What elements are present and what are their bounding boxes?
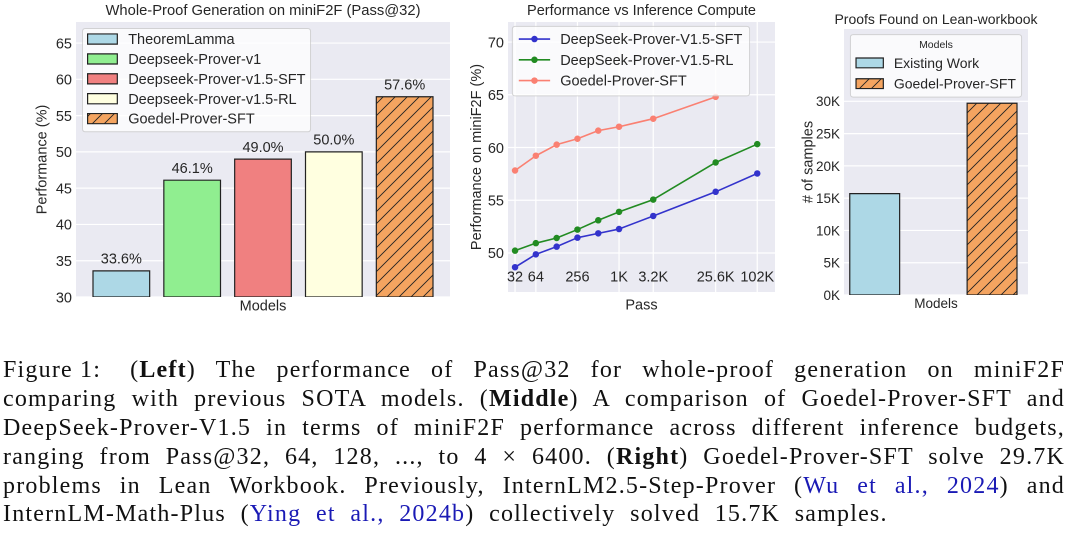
svg-text:20K: 20K xyxy=(816,159,840,174)
svg-text:55: 55 xyxy=(56,109,72,125)
svg-text:DeepSeek-Prover-V1.5-SFT: DeepSeek-Prover-V1.5-SFT xyxy=(560,32,742,48)
svg-text:64: 64 xyxy=(528,270,544,286)
svg-text:55: 55 xyxy=(488,193,504,209)
svg-text:Deepseek-Prover-v1.5-RL: Deepseek-Prover-v1.5-RL xyxy=(128,92,296,108)
svg-text:Deepseek-Prover-v1.5-SFT: Deepseek-Prover-v1.5-SFT xyxy=(128,72,305,88)
svg-text:256: 256 xyxy=(565,270,589,286)
svg-text:25K: 25K xyxy=(816,126,840,141)
svg-text:50: 50 xyxy=(488,246,504,262)
svg-text:50: 50 xyxy=(56,145,72,161)
svg-text:35: 35 xyxy=(56,254,72,270)
svg-text:60: 60 xyxy=(488,141,504,157)
svg-text:33.6%: 33.6% xyxy=(101,252,142,268)
svg-text:# of samples: # of samples xyxy=(800,121,816,203)
svg-text:Whole-Proof Generation on mini: Whole-Proof Generation on miniF2F (Pass@… xyxy=(105,3,420,19)
svg-text:Goedel-Prover-SFT: Goedel-Prover-SFT xyxy=(128,112,255,128)
svg-text:Proofs Found on Lean-workbook: Proofs Found on Lean-workbook xyxy=(834,11,1038,27)
svg-text:25.6K: 25.6K xyxy=(697,270,735,286)
svg-text:DeepSeek-Prover-V1.5-RL: DeepSeek-Prover-V1.5-RL xyxy=(560,53,733,69)
svg-text:57.6%: 57.6% xyxy=(384,77,425,93)
svg-text:50.0%: 50.0% xyxy=(313,133,354,149)
svg-text:5K: 5K xyxy=(823,256,840,271)
svg-text:3.2K: 3.2K xyxy=(638,270,668,286)
svg-text:45: 45 xyxy=(56,181,72,197)
svg-text:15K: 15K xyxy=(816,191,840,206)
svg-text:TheoremLamma: TheoremLamma xyxy=(128,32,235,48)
svg-text:30K: 30K xyxy=(816,94,840,109)
svg-text:32: 32 xyxy=(507,270,523,286)
svg-text:Models: Models xyxy=(240,299,287,315)
svg-text:70: 70 xyxy=(488,35,504,51)
svg-text:65: 65 xyxy=(56,36,72,52)
svg-text:Models: Models xyxy=(919,39,953,51)
svg-text:102K: 102K xyxy=(740,270,774,286)
svg-text:40: 40 xyxy=(56,218,72,234)
svg-text:Existing Work: Existing Work xyxy=(894,55,980,71)
svg-text:10K: 10K xyxy=(816,223,840,238)
svg-text:Pass: Pass xyxy=(625,298,657,314)
svg-text:Goedel-Prover-SFT: Goedel-Prover-SFT xyxy=(894,76,1017,92)
svg-text:Models: Models xyxy=(914,296,958,311)
svg-text:Performance (%): Performance (%) xyxy=(34,105,50,215)
svg-text:60: 60 xyxy=(56,73,72,89)
svg-text:65: 65 xyxy=(488,88,504,104)
svg-text:Performance on miniF2F (%): Performance on miniF2F (%) xyxy=(469,64,485,250)
svg-text:30: 30 xyxy=(56,290,72,306)
svg-text:Goedel-Prover-SFT: Goedel-Prover-SFT xyxy=(560,74,687,90)
svg-text:Performance vs Inference Compu: Performance vs Inference Compute xyxy=(527,3,756,19)
svg-text:49.0%: 49.0% xyxy=(242,140,283,156)
svg-text:0K: 0K xyxy=(823,288,840,303)
svg-text:Deepseek-Prover-v1: Deepseek-Prover-v1 xyxy=(128,52,261,68)
svg-text:46.1%: 46.1% xyxy=(172,161,213,177)
svg-text:1K: 1K xyxy=(610,270,628,286)
